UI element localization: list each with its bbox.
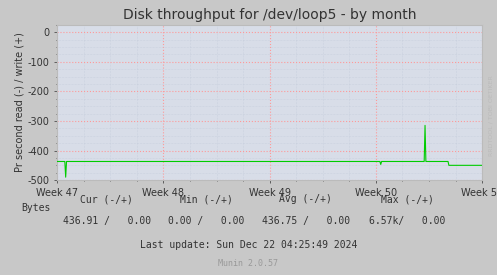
Text: RRDTOOL / TOBI OETIKER: RRDTOOL / TOBI OETIKER [489,75,494,156]
Text: Avg (-/+): Avg (-/+) [279,194,332,204]
Text: 436.75 /   0.00: 436.75 / 0.00 [261,216,350,226]
Text: Munin 2.0.57: Munin 2.0.57 [219,260,278,268]
Text: Bytes: Bytes [21,203,50,213]
Text: Last update: Sun Dec 22 04:25:49 2024: Last update: Sun Dec 22 04:25:49 2024 [140,240,357,250]
Text: 436.91 /   0.00: 436.91 / 0.00 [63,216,151,226]
Text: Max (-/+): Max (-/+) [381,194,434,204]
Y-axis label: Pr second read (-) / write (+): Pr second read (-) / write (+) [15,32,25,172]
Text: Cur (-/+): Cur (-/+) [81,194,133,204]
Text: 6.57k/   0.00: 6.57k/ 0.00 [369,216,446,226]
Text: 0.00 /   0.00: 0.00 / 0.00 [168,216,245,226]
Text: Min (-/+): Min (-/+) [180,194,233,204]
Title: Disk throughput for /dev/loop5 - by month: Disk throughput for /dev/loop5 - by mont… [123,8,416,22]
